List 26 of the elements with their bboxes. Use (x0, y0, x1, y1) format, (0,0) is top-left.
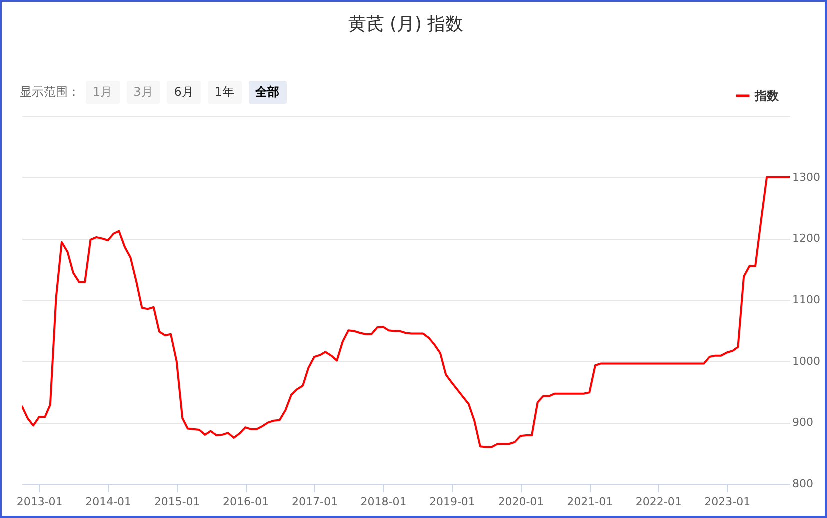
y-tick-label: 1200 (792, 232, 820, 246)
y-tick-label: 1000 (792, 354, 820, 368)
legend-label: 指数 (754, 89, 780, 103)
chart-title: 黄芪 (月) 指数 (348, 14, 464, 35)
y-tick-label: 800 (792, 478, 814, 490)
text: 1年 (208, 81, 242, 104)
text: 1月 (86, 81, 120, 104)
text: 3月 (126, 81, 160, 104)
x-tick-label: 2021-01 (567, 496, 614, 508)
x-tick-label: 2017-01 (292, 496, 338, 508)
x-tick-label: 2016-01 (223, 496, 270, 508)
line-series (22, 176, 790, 448)
x-tick-label: 2020-01 (498, 496, 544, 508)
text: 全部 (248, 81, 287, 104)
text: 6月 (167, 81, 201, 104)
y-tick-label: 1100 (792, 294, 820, 306)
x-tick-label: 2022-01 (636, 496, 682, 508)
y-tick-label: 900 (792, 416, 814, 430)
x-tick-label: 2018-01 (360, 496, 407, 508)
x-tick-label: 2014-01 (86, 496, 132, 508)
y-tick-label: 1300 (792, 170, 820, 184)
x-tick-label: 2019-01 (429, 496, 476, 508)
x-tick-label: 2023-01 (704, 496, 751, 508)
x-tick-label: 2015-01 (154, 496, 200, 508)
x-tick-label: 2013-01 (16, 496, 63, 508)
text: 显示范围： (20, 84, 80, 101)
